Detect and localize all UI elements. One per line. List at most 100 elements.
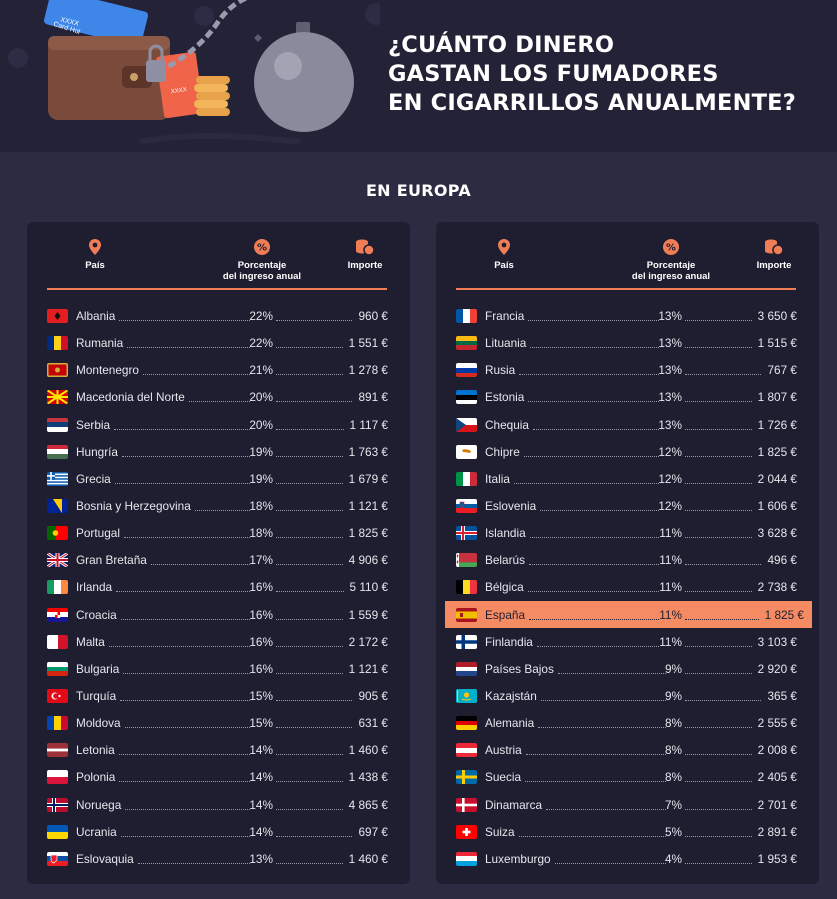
flag-rs-icon	[47, 417, 68, 432]
table-row: Belarús 11% 496 €	[436, 546, 819, 573]
country-name: Suiza	[485, 824, 515, 839]
dot-leader	[518, 835, 666, 837]
dot-leader	[525, 781, 666, 783]
percentage-value: 13%	[658, 336, 682, 351]
flag-ee-icon	[456, 390, 477, 405]
percentage-value: 11%	[659, 607, 682, 622]
dot-leader	[120, 699, 251, 701]
table-row: Finlandia 11% 3 103 €	[436, 628, 819, 655]
dot-leader	[685, 754, 752, 756]
percentage-value: 14%	[249, 824, 273, 839]
dot-leader	[276, 401, 353, 403]
table-row: Estonia 13% 1 807 €	[436, 383, 819, 410]
amount-value: 1 551 €	[348, 336, 388, 351]
flag-mk-icon	[47, 390, 68, 405]
dot-leader	[276, 645, 343, 647]
country-name: Letonia	[76, 743, 115, 758]
country-name: Dinamarca	[485, 797, 543, 812]
percentage-value: 9%	[664, 661, 682, 676]
page-title: ¿CUÁNTO DINERO GASTAN LOS FUMADORES EN C…	[388, 32, 796, 116]
wallet-chain-illustration: XXXX Card Hol XXXX	[8, 0, 380, 145]
dot-leader	[276, 591, 344, 593]
dot-leader	[276, 537, 343, 539]
dot-leader	[685, 509, 752, 511]
table-row: Eslovenia 12% 1 606 €	[436, 492, 819, 519]
dot-leader	[557, 672, 666, 674]
table-row: Austria 8% 2 008 €	[436, 736, 819, 763]
country-name: Rusia	[485, 363, 516, 378]
percentage-value: 14%	[249, 797, 273, 812]
dot-leader	[118, 754, 251, 756]
amount-value: 1 807 €	[757, 390, 797, 405]
flag-si-icon	[456, 498, 477, 513]
dot-leader	[529, 618, 660, 620]
table-row: Suiza 5% 2 891 €	[436, 818, 819, 845]
amount-value: 960 €	[358, 309, 388, 323]
table-row: Alemania 8% 2 555 €	[436, 709, 819, 736]
flag-sk-icon	[47, 851, 68, 866]
amount-value: 1 121 €	[348, 661, 388, 676]
flag-tr-icon	[47, 688, 68, 703]
country-name: España	[485, 607, 526, 622]
table-row: España 11% 1 825 €	[445, 600, 812, 628]
amount-value: 1 825 €	[348, 526, 388, 541]
country-list-left: Albania 22% 960 € Rumania 22% 1 551 € Monteneg…	[27, 302, 410, 872]
country-name: Montenegro	[76, 363, 139, 378]
dot-leader	[276, 455, 343, 457]
table-row: Islandia 11% 3 628 €	[436, 519, 819, 546]
amount-value: 1 460 €	[348, 743, 388, 758]
flag-lv-icon	[47, 743, 68, 758]
dot-leader	[276, 320, 353, 321]
amount-value: 3 628 €	[757, 526, 797, 541]
flag-fi-icon	[456, 634, 477, 649]
dot-leader	[540, 509, 660, 511]
dot-leader	[276, 347, 343, 349]
svg-text:%: %	[666, 243, 676, 254]
column-header-percentage: % Porcentaje del ingreso anual	[616, 238, 726, 282]
column-header-country: País	[73, 238, 117, 271]
amount-value: 1 117 €	[349, 417, 388, 432]
percentage-value: 13%	[658, 417, 682, 432]
dot-leader	[276, 374, 343, 376]
amount-value: 631 €	[358, 716, 388, 731]
country-list-right: Francia 13% 3 650 € Lituania 13% 1 515 € Rusia…	[436, 302, 819, 872]
dot-leader	[528, 401, 660, 403]
svg-text:XXXX: XXXX	[171, 87, 188, 95]
flag-ch-icon	[456, 824, 477, 839]
flag-ru-icon	[456, 363, 477, 378]
country-name: Albania	[76, 309, 116, 323]
dot-leader	[685, 699, 762, 701]
table-panel-left: País % Porcentaje del ingreso anual Impor…	[27, 222, 410, 884]
flag-se-icon	[456, 770, 477, 785]
table-row: Ucrania 14% 697 €	[27, 818, 410, 845]
dot-leader	[276, 727, 353, 729]
table-row: Lituania 13% 1 515 €	[436, 329, 819, 356]
dot-leader	[114, 428, 251, 430]
dot-leader	[513, 482, 660, 484]
table-row: Malta 16% 2 172 €	[27, 628, 410, 655]
country-name: Eslovaquia	[76, 851, 134, 866]
dot-leader	[114, 482, 251, 484]
country-name: Francia	[485, 309, 525, 323]
table-row: Suecia 8% 2 405 €	[436, 763, 819, 790]
flag-ro-icon	[47, 336, 68, 351]
country-name: Bélgica	[485, 580, 524, 595]
table-row: Grecia 19% 1 679 €	[27, 465, 410, 492]
dot-leader	[188, 401, 251, 403]
percent-badge-icon: %	[663, 239, 679, 255]
dot-leader	[108, 645, 251, 647]
dot-leader	[276, 835, 353, 837]
table-row: Chequia 13% 1 726 €	[436, 411, 819, 438]
table-row: Bosnia y Herzegovina 18% 1 121 €	[27, 492, 410, 519]
flag-be-icon	[456, 580, 477, 595]
amount-value: 2 405 €	[757, 770, 797, 785]
percentage-value: 13%	[658, 363, 682, 378]
column-header-percentage: % Porcentaje del ingreso anual	[207, 238, 317, 282]
dot-leader	[685, 645, 752, 647]
dot-leader	[546, 808, 666, 810]
dot-leader	[554, 862, 666, 864]
percentage-value: 15%	[249, 716, 273, 731]
dot-leader	[685, 320, 752, 321]
country-name: Estonia	[485, 390, 525, 405]
country-name: Lituania	[485, 336, 527, 351]
